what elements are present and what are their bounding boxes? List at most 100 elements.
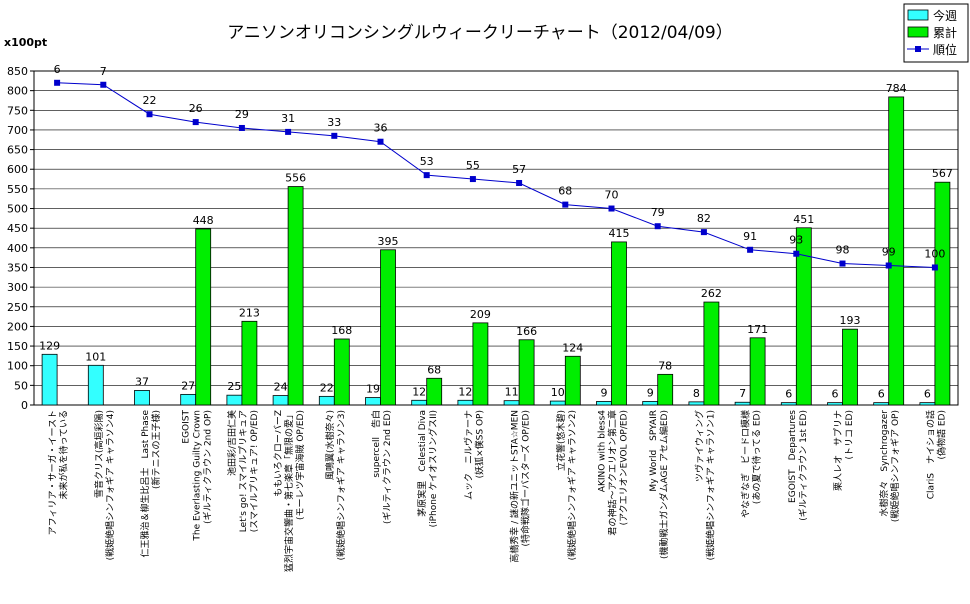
x-category-line: 風鳴翼(水樹奈々) (324, 410, 336, 480)
x-category-label: ももいろクローバーZ 猛烈宇宙交響曲・第七楽章「無限の愛」 (モーレツ宇宙海賊 OP… (273, 410, 306, 572)
bar-total-label: 262 (701, 287, 722, 300)
x-category-line: (戦姫絶唱シンフォギア キャラソン1) (704, 410, 716, 560)
rank-point (793, 250, 800, 257)
x-category-line: 水樹奈々 Synchrogazer (878, 410, 890, 517)
chart-title: アニソンオリコンシングルウィークリーチャート（2012/04/09） (227, 23, 732, 43)
x-category-line: ムック ニルヴァーナ (462, 410, 474, 500)
bar-total-label: 451 (793, 213, 814, 226)
bar-total (749, 337, 766, 406)
rank-label: 55 (466, 159, 480, 172)
x-category-line: Let's go! スマイルプリキュア (238, 410, 249, 532)
x-category-label: ツヴァイウィング (戦姫絶唱シンフォギア キャラソン1) (693, 410, 716, 560)
y-tick-label: 750 (7, 104, 28, 117)
rank-label: 6 (54, 63, 61, 76)
bar-weekly (734, 401, 751, 406)
rank-point (931, 264, 938, 271)
bar-total (657, 373, 674, 406)
bar-total-label: 209 (470, 308, 491, 321)
bar-total (380, 249, 396, 406)
x-category-label: 栗人レオ サプリナ (トリコ ED) (833, 410, 855, 491)
bar-weekly (87, 364, 104, 406)
y-tick-label: 650 (7, 144, 28, 157)
x-category-label: supercell 告白 (ギルティクラウン 2nd ED) (370, 410, 393, 524)
rank-point (192, 119, 199, 126)
x-category-label: ClariS ナイショの話 (偽物語 ED) (924, 410, 947, 499)
bar-total-label: 213 (239, 306, 260, 319)
x-category-line: 猛烈宇宙交響曲・第七楽章「無限の愛」 (283, 410, 295, 572)
rank-point (747, 246, 754, 253)
rank-label: 22 (143, 94, 157, 107)
rank-label: 82 (697, 212, 711, 225)
bar-total-label: 415 (609, 227, 630, 240)
y-axis: 0 50 100 150 200 250 300 350 400 450 500 550 600 650 7… (7, 65, 34, 412)
x-category-line: (ギルティクラウン 2nd OP) (203, 410, 214, 524)
bar-weekly (919, 402, 936, 406)
bar-weekly (411, 399, 428, 406)
x-category-label: EGOIST The Everlasting Guilty Crown (ギルティク… (182, 409, 214, 541)
bar-total-label: 556 (285, 172, 306, 185)
rank-point (423, 172, 430, 179)
bar-weekly-label: 9 (647, 386, 654, 399)
bar-total (241, 320, 258, 406)
x-category-line: (トリコ ED) (845, 410, 855, 460)
bar-weekly-label: 19 (366, 383, 380, 396)
rank-label: 53 (420, 155, 434, 168)
bar-weekly-label: 8 (693, 387, 700, 400)
bar-total (795, 227, 812, 406)
y-tick-label: 600 (7, 163, 28, 176)
rank-point (285, 128, 292, 135)
x-category-line: (新テニスの王子様) (150, 410, 162, 489)
bar-total (287, 186, 304, 406)
bar-total-label: 168 (331, 324, 352, 337)
bar-weekly (780, 402, 797, 406)
x-category-label: 高橋秀幸 / 謎の新ユニットSTA☆MEN (特命戦隊ゴーバスターズ OP/ED) (509, 410, 532, 563)
rank-point (700, 229, 707, 236)
x-category-line: (戦姫絶唱シンフォギア キャラソン3) (335, 410, 347, 560)
x-category-line: (戦姫絶唱シンフォギア OP) (889, 410, 901, 522)
bar-total-label: 395 (378, 235, 399, 248)
x-category-line: AKINO with bless4 (598, 410, 608, 492)
bar-total-label: 78 (658, 359, 672, 372)
x-category-line: EGOIST (182, 409, 192, 443)
rank-line: 6 7 22 26 29 31 33 36 53 55 57 68 70 79 82 91 93 98 99 100 (54, 63, 945, 271)
rank-label: 100 (924, 247, 945, 260)
bar-total (564, 355, 581, 406)
x-category-label: AKINO with bless4 君の神話～アクエリオン第二章 (アクエリオンEV… (598, 410, 630, 536)
rank-point (839, 260, 846, 267)
x-category-label: 水樹奈々 Synchrogazer (戦姫絶唱シンフォギア OP) (878, 410, 901, 522)
bar-total (888, 96, 905, 406)
bar-total-label: 193 (840, 314, 861, 327)
bar-weekly-label: 9 (601, 386, 608, 399)
y-unit-label: x100pt (4, 36, 47, 49)
rank-point (377, 138, 384, 145)
bar-weekly-label: 129 (39, 339, 60, 352)
y-tick-label: 100 (7, 360, 28, 373)
rank-label: 79 (651, 206, 665, 219)
bar-weekly-label: 6 (924, 388, 931, 401)
bar-weekly (688, 401, 705, 406)
bar-total (426, 377, 443, 406)
bar-weekly-label: 24 (274, 381, 288, 394)
rank-label: 33 (327, 116, 341, 129)
x-category-line: (戦姫絶唱シンフォギア キャラソン2) (566, 410, 578, 560)
bar-total (518, 339, 535, 406)
y-tick-label: 150 (7, 340, 28, 353)
bar-total-label: 166 (516, 325, 537, 338)
x-category-label: 茅原実里 Celestial Diva (iPhone ケイオスリングスII) (416, 410, 439, 527)
x-category-line: 茅原実里 Celestial Diva (416, 410, 428, 517)
bar-weekly (41, 353, 58, 406)
bar-total-label: 124 (562, 341, 583, 354)
rank-label: 36 (374, 122, 388, 135)
bar-weekly-label: 12 (412, 385, 426, 398)
x-category-line: ももいろクローバーZ (273, 410, 284, 497)
legend-label: 累計 (933, 25, 957, 40)
x-category-label: 風鳴翼(水樹奈々) (戦姫絶唱シンフォギア キャラソン3) (324, 410, 347, 560)
x-category-label: 立花響(悠木碧) (戦姫絶唱シンフォギア キャラソン2) (555, 410, 578, 560)
bar-weekly (134, 390, 150, 406)
x-category-label: My World SPYAIR (機動戦士ガンダムAGE アセム編ED) (649, 410, 670, 559)
rank-point (654, 223, 661, 230)
y-tick-label: 500 (7, 203, 28, 216)
bar-weekly-label: 22 (320, 381, 334, 394)
